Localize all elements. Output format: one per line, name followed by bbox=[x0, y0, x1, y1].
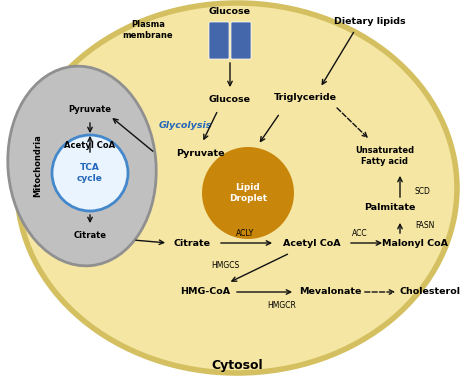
FancyBboxPatch shape bbox=[231, 22, 251, 59]
Text: Lipid
Droplet: Lipid Droplet bbox=[229, 183, 267, 203]
Circle shape bbox=[202, 147, 294, 239]
Text: Malonyl CoA: Malonyl CoA bbox=[382, 239, 448, 248]
FancyBboxPatch shape bbox=[209, 22, 229, 59]
Text: Mitochondria: Mitochondria bbox=[34, 135, 43, 197]
Text: Dietary lipids: Dietary lipids bbox=[334, 17, 406, 26]
Text: HMGCR: HMGCR bbox=[267, 301, 296, 310]
Text: Glycolysis: Glycolysis bbox=[158, 121, 212, 130]
Text: ACC: ACC bbox=[352, 229, 368, 237]
Text: Pyruvate: Pyruvate bbox=[176, 149, 224, 158]
Text: Glucose: Glucose bbox=[209, 95, 251, 104]
Text: Glucose: Glucose bbox=[209, 7, 251, 16]
Text: HMGCS: HMGCS bbox=[211, 262, 239, 270]
Text: Acetyl CoA: Acetyl CoA bbox=[64, 140, 116, 149]
Text: Cholesterol: Cholesterol bbox=[400, 288, 461, 296]
Ellipse shape bbox=[17, 3, 457, 373]
Text: Plasma
membrane: Plasma membrane bbox=[123, 20, 173, 40]
Text: Cytosol: Cytosol bbox=[211, 360, 263, 372]
Text: Citrate: Citrate bbox=[73, 232, 107, 241]
Text: Unsaturated
Fatty acid: Unsaturated Fatty acid bbox=[356, 146, 415, 166]
Text: ACLY: ACLY bbox=[236, 229, 254, 237]
Text: Acetyl CoA: Acetyl CoA bbox=[283, 239, 341, 248]
Text: HMG-CoA: HMG-CoA bbox=[180, 288, 230, 296]
Text: Citrate: Citrate bbox=[173, 239, 210, 248]
Text: Pyruvate: Pyruvate bbox=[69, 106, 111, 114]
Ellipse shape bbox=[8, 66, 156, 266]
Text: Triglyceride: Triglyceride bbox=[273, 94, 337, 102]
Text: FASN: FASN bbox=[415, 220, 434, 229]
Circle shape bbox=[52, 135, 128, 211]
Text: Mevalonate: Mevalonate bbox=[299, 288, 361, 296]
Text: SCD: SCD bbox=[415, 187, 431, 196]
Text: TCA
cycle: TCA cycle bbox=[77, 163, 103, 183]
Text: Palmitate: Palmitate bbox=[365, 203, 416, 213]
